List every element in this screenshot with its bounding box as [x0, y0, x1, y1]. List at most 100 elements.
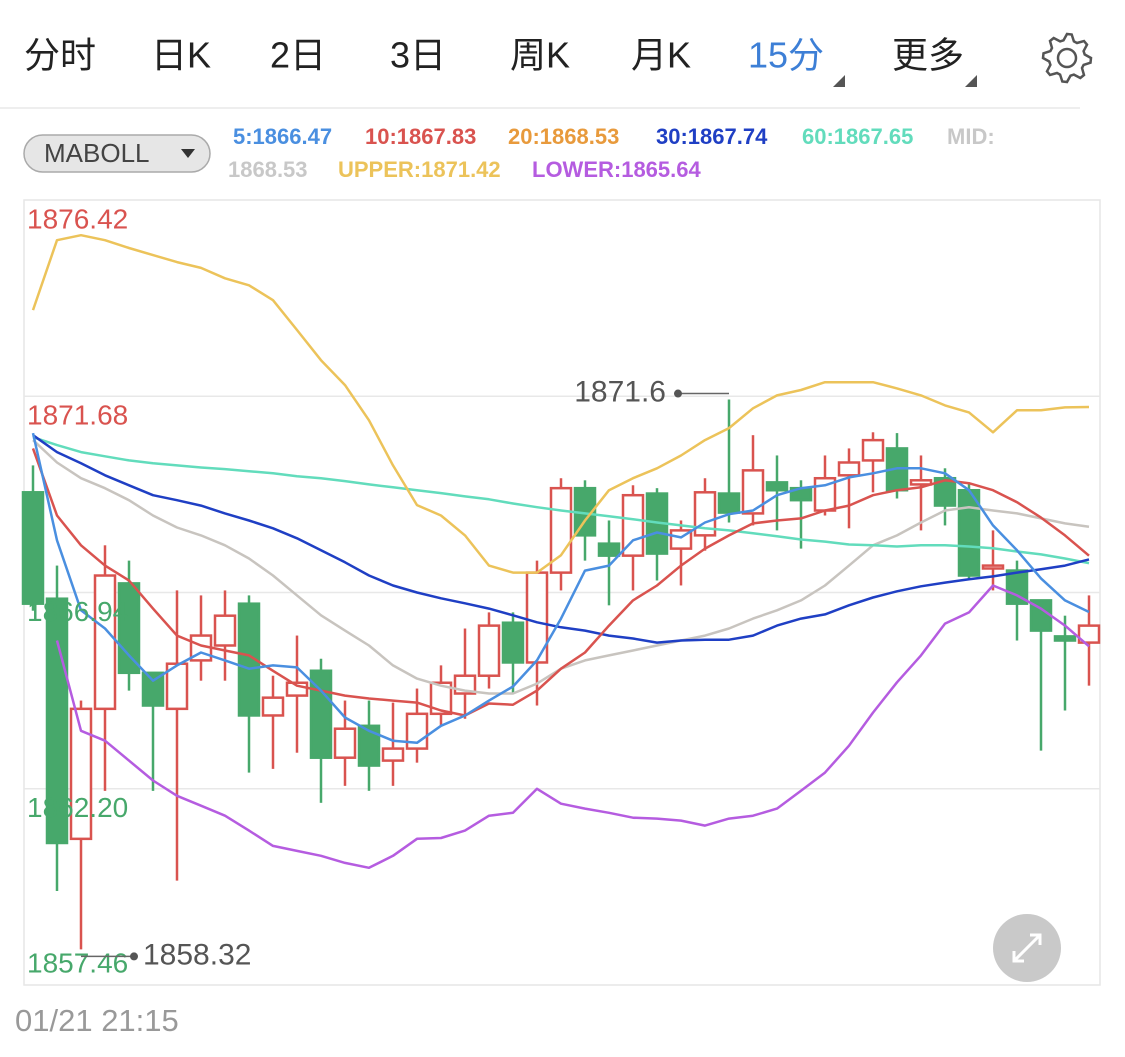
legend-entry: 5:1866.47	[233, 124, 332, 149]
candle	[93, 545, 117, 791]
candle	[309, 658, 333, 803]
dropdown-arrow	[181, 149, 195, 158]
settings-button[interactable]	[1041, 32, 1093, 84]
indicator-line	[31, 432, 1090, 745]
annotation-dot	[674, 389, 682, 398]
candle-body	[357, 724, 381, 767]
candle-body	[93, 574, 117, 711]
tab-bar: 分时 日K 2日 3日 周K 月K 15分 更多	[24, 35, 977, 87]
candle	[693, 478, 717, 551]
y-tick-label: 1871.68	[27, 400, 128, 431]
tab-label: 更多	[892, 35, 964, 76]
tab-label: 月K	[631, 35, 691, 76]
gear-hole	[1056, 47, 1078, 69]
candle	[669, 520, 693, 586]
candle-body	[333, 727, 357, 759]
candle-body	[933, 476, 957, 507]
tab[interactable]: 2日	[270, 35, 326, 76]
candle	[573, 480, 597, 561]
candle	[141, 671, 165, 791]
legend-entry: 10:1867.83	[365, 124, 476, 149]
candle-body	[237, 602, 261, 717]
annotation-label: 1871.6	[574, 375, 666, 408]
candle	[453, 628, 477, 719]
candle	[957, 483, 981, 579]
tab-label: 3日	[390, 35, 446, 76]
candle	[405, 688, 429, 763]
candle-body	[765, 481, 789, 492]
candle	[189, 595, 213, 681]
candle	[1029, 599, 1053, 751]
candle-body	[597, 542, 621, 557]
tab[interactable]: 分时	[24, 35, 96, 76]
candle-body	[261, 696, 285, 717]
legend-entry: 20:1868.53	[508, 124, 619, 149]
price-annotation: 1858.32	[81, 938, 251, 971]
candle-body	[21, 491, 45, 605]
grid	[24, 395, 1100, 790]
candle	[21, 465, 45, 611]
tab-label: 周K	[510, 35, 570, 76]
expand-icon	[1012, 933, 1042, 963]
candle	[477, 612, 501, 689]
candle	[501, 612, 525, 693]
candle	[741, 435, 765, 526]
tab-dropdown-indicator	[965, 75, 977, 87]
candle	[357, 700, 381, 791]
candle-body	[909, 479, 933, 486]
indicator-lines	[31, 233, 1090, 870]
legend-entry: UPPER:1871.42	[338, 157, 501, 182]
candle	[933, 468, 957, 526]
indicator-label: MABOLL	[44, 138, 150, 168]
tab[interactable]: 日K	[151, 35, 211, 76]
tab[interactable]: 周K	[510, 35, 570, 76]
candle-body	[477, 624, 501, 677]
candle-body	[837, 461, 861, 477]
indicator-button[interactable]: MABOLL	[23, 134, 211, 173]
candle	[981, 530, 1005, 591]
indicator-line	[55, 584, 1090, 870]
candle	[717, 399, 741, 523]
annotation-dot	[130, 952, 138, 961]
tab[interactable]: 更多	[892, 35, 977, 87]
candle	[381, 702, 405, 786]
candle-body	[501, 621, 525, 664]
candle	[285, 635, 309, 753]
indicator-line	[32, 434, 1090, 644]
candle	[429, 665, 453, 726]
candle-body	[717, 492, 741, 514]
candle	[69, 700, 93, 950]
legend-entry: LOWER:1865.64	[532, 157, 701, 182]
tab[interactable]: 月K	[631, 35, 691, 76]
candle-body	[1005, 569, 1029, 605]
axis-labels: 1876.42 1871.68 1866.94 1862.20 1857.46 1871.…	[27, 203, 729, 978]
candle-body	[861, 438, 885, 462]
indicator-line	[31, 447, 1090, 717]
indicator-line	[32, 436, 1090, 565]
y-tick-label: 1857.46	[27, 947, 128, 978]
candle	[1053, 615, 1077, 711]
legend-entry: 60:1867.65	[802, 124, 913, 149]
gear-icon	[1041, 32, 1093, 84]
tab-dropdown-indicator	[833, 75, 845, 87]
tab[interactable]: 15分	[748, 35, 845, 87]
candle	[765, 455, 789, 531]
candle	[237, 595, 261, 773]
candle-body	[621, 493, 645, 557]
expand-button[interactable]	[993, 914, 1061, 982]
y-tick-label: 1876.42	[27, 203, 128, 234]
candle-body	[213, 614, 237, 647]
candles	[21, 399, 1101, 950]
y-tick-label: 1866.94	[27, 596, 128, 627]
candle-body	[981, 564, 1005, 570]
candle	[333, 700, 357, 786]
tab[interactable]: 3日	[390, 35, 446, 76]
candle-body	[741, 469, 765, 515]
candle	[837, 448, 861, 529]
candle	[1005, 560, 1029, 641]
candle	[861, 432, 885, 493]
legend-entry: 1868.53	[228, 157, 308, 182]
candle	[549, 478, 573, 591]
legend: 5:1866.47 10:1867.83 20:1868.53 30:1867.74 6…	[228, 124, 995, 182]
tab-label: 分时	[24, 35, 96, 76]
